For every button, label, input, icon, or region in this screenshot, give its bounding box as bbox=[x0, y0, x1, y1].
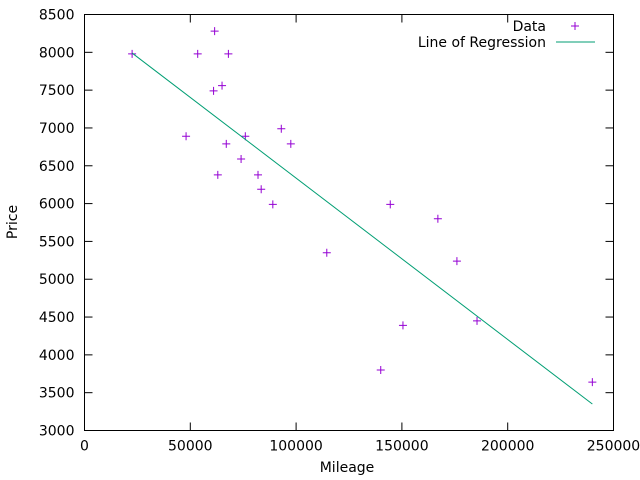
x-axis-label: Mileage bbox=[320, 460, 375, 476]
legend-label: Line of Regression bbox=[418, 35, 546, 51]
data-point bbox=[452, 257, 461, 266]
data-point bbox=[182, 132, 191, 141]
y-tick-label: 3000 bbox=[39, 424, 75, 440]
data-point bbox=[257, 185, 266, 194]
y-tick-label: 3500 bbox=[39, 386, 75, 402]
data-point bbox=[398, 321, 407, 330]
y-tick-label: 4000 bbox=[39, 348, 75, 364]
data-point bbox=[210, 27, 219, 36]
x-tick-label: 50000 bbox=[168, 439, 213, 455]
x-tick-label: 100000 bbox=[269, 439, 322, 455]
plot-frame bbox=[84, 14, 614, 431]
data-point bbox=[222, 139, 231, 148]
x-tick-label: 0 bbox=[80, 439, 89, 455]
y-tick-label: 8500 bbox=[39, 8, 75, 24]
y-tick-label: 6000 bbox=[39, 197, 75, 213]
data-point bbox=[218, 81, 227, 90]
y-tick-label: 5000 bbox=[39, 272, 75, 288]
y-tick-label: 5500 bbox=[39, 234, 75, 250]
data-point bbox=[193, 49, 202, 58]
x-tick-label: 200000 bbox=[481, 439, 534, 455]
axes: 0 50000 100000 150000 200000 250000 3000 3500 40… bbox=[39, 8, 640, 455]
data-point bbox=[268, 200, 277, 209]
data-point bbox=[322, 248, 331, 257]
regression-line bbox=[131, 52, 593, 405]
data-point bbox=[433, 214, 442, 223]
data-point bbox=[286, 139, 295, 148]
y-tick-label: 8000 bbox=[39, 45, 75, 61]
y-tick-label: 4500 bbox=[39, 310, 75, 326]
data-point bbox=[254, 170, 263, 179]
data-point bbox=[213, 170, 222, 179]
data-point bbox=[128, 49, 137, 58]
data-point bbox=[376, 365, 385, 374]
data-point bbox=[224, 49, 233, 58]
plot-area bbox=[128, 27, 597, 405]
x-tick-label: 250000 bbox=[587, 439, 640, 455]
legend-marker-data bbox=[571, 22, 579, 30]
data-point bbox=[588, 378, 597, 387]
data-point bbox=[237, 154, 246, 163]
y-tick-label: 6500 bbox=[39, 159, 75, 175]
data-point bbox=[473, 316, 482, 325]
data-point bbox=[277, 124, 286, 133]
y-axis-label: Price bbox=[5, 205, 21, 239]
y-tick-label: 7500 bbox=[39, 83, 75, 99]
data-point bbox=[209, 86, 218, 95]
data-point bbox=[386, 200, 395, 209]
y-tick-label: 7000 bbox=[39, 121, 75, 137]
x-tick-label: 150000 bbox=[375, 439, 428, 455]
legend-label: Data bbox=[513, 19, 546, 35]
